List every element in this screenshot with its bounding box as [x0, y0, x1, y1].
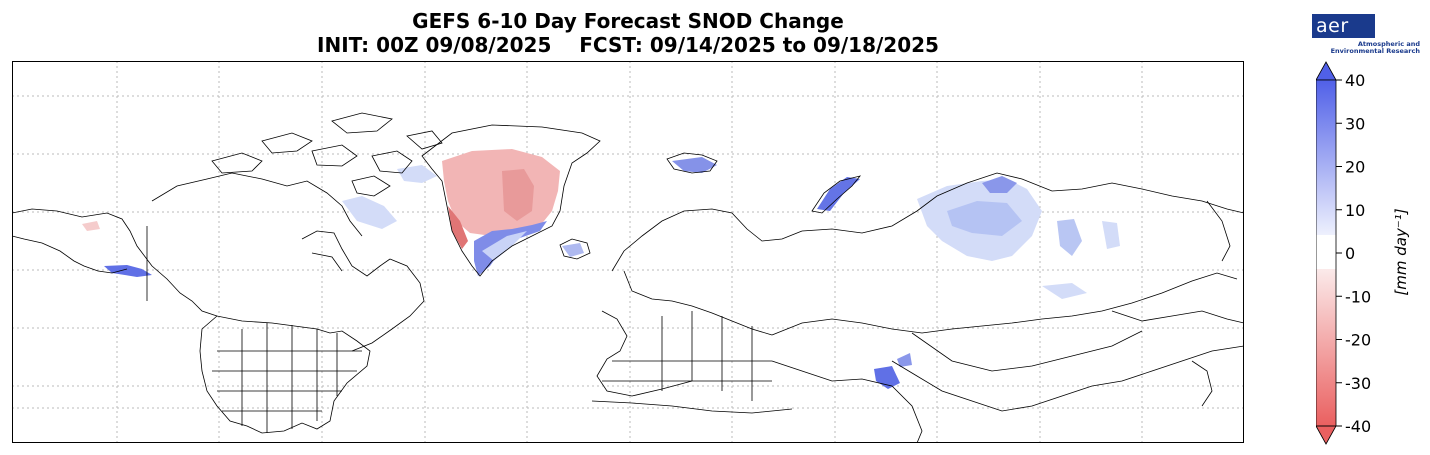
mongolia-increase [1042, 283, 1087, 299]
iceland-increase [562, 243, 584, 257]
colorbar-tick-label: 40 [1345, 71, 1365, 90]
forecast-map [12, 61, 1244, 443]
colorbar-tick-label: 0 [1345, 244, 1355, 263]
siberia-mid-increase [947, 201, 1022, 236]
colorbar-extend-min [1316, 425, 1337, 445]
map-gridlines [12, 61, 1244, 443]
colorbar-ticks: 40 30 20 10 0 -10 -20 -30 -40 [1336, 71, 1371, 436]
greenland-core-decrease [502, 169, 534, 221]
alaska-increase [104, 265, 152, 277]
east-siberia-increase [1057, 219, 1082, 256]
tien-shan-increase [897, 353, 912, 367]
colorbar-tick-label: 10 [1345, 201, 1365, 220]
chart-title: GEFS 6-10 Day Forecast SNOD Change [412, 9, 844, 33]
logo-tagline: Atmospheric and Environmental Research [1312, 41, 1420, 55]
aer-logo: aer Atmospheric and Environmental Resear… [1312, 14, 1422, 64]
taymyr-increase [982, 176, 1017, 193]
colorbar-tick-label: 20 [1345, 158, 1365, 177]
canadian-archipelago-increase [342, 196, 397, 229]
colorbar-tick-label: -10 [1345, 287, 1371, 306]
baffin-increase [397, 165, 437, 183]
greenland-south-increase [474, 221, 547, 276]
snod-field-layer [82, 149, 1120, 389]
chart-subtitle: INIT: 00Z 09/08/2025 FCST: 09/14/2025 to… [317, 33, 939, 57]
map-frame [12, 61, 1244, 443]
coastlines [12, 112, 1244, 443]
colorbar-tick-label: -40 [1345, 417, 1371, 436]
logo-tagline-1: Atmospheric and [1357, 40, 1420, 48]
logo-mark: aer [1312, 14, 1375, 38]
logo-tagline-2: Environmental Research [1330, 47, 1420, 55]
greenland-south-light-increase [482, 231, 527, 261]
colorbar-extend-max [1316, 61, 1337, 81]
colorbar-tick-label: 30 [1345, 114, 1365, 133]
colorbar-negative [1316, 269, 1336, 426]
greenland-west-decrease [448, 206, 468, 249]
colorbar-tick-label: -20 [1345, 331, 1371, 350]
alaska-north-decrease [82, 221, 100, 231]
colorbar-neutral [1316, 235, 1336, 269]
greenland-interior-decrease [442, 149, 560, 236]
map-background [12, 61, 1244, 443]
colorbar-label: [mm day⁻¹] [1392, 208, 1410, 295]
colorbar-positive [1316, 80, 1336, 240]
east-siberia-increase-2 [1102, 221, 1120, 249]
colorbar-tick-label: -30 [1345, 374, 1371, 393]
novaya-zemlya-increase [817, 177, 860, 211]
svalbard-increase [672, 157, 717, 173]
colorbar: 40 30 20 10 0 -10 -20 -30 -40 [mm day⁻¹] [1316, 61, 1410, 445]
logo-wordmark: aer [1316, 15, 1349, 37]
